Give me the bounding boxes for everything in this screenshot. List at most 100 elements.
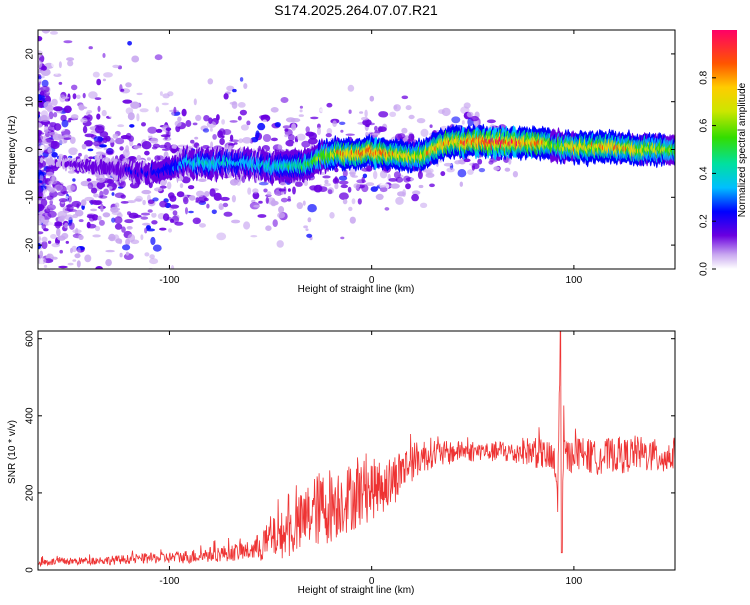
- spectrogram-noise-blob: [429, 124, 433, 128]
- spectrogram-noise-blob: [160, 134, 171, 138]
- spectrogram-noise-blob: [365, 182, 375, 187]
- spectrogram-noise-blob: [411, 193, 419, 202]
- spectrogram-noise-blob: [147, 209, 153, 213]
- snr-y-tick-label: 0: [25, 567, 36, 573]
- spectrogram-noise-blob: [303, 225, 308, 229]
- spectrogram-noise-blob: [169, 195, 177, 202]
- spectrogram-noise-blob: [267, 207, 277, 213]
- spectrogram-noise-blob: [51, 98, 58, 106]
- spectrogram-noise-blob: [284, 128, 289, 132]
- spectrogram-noise-blob: [277, 144, 283, 150]
- spectrogram-noise-blob: [43, 264, 48, 268]
- spectrogram-noise-blob: [229, 179, 239, 186]
- spectrogram-noise-blob: [393, 171, 401, 179]
- spectrogram-noise-blob: [45, 137, 54, 143]
- spectrogram-noise-blob: [213, 192, 222, 201]
- spectrogram-noise-blob: [218, 203, 224, 210]
- spectrogram-noise-blob: [155, 128, 163, 133]
- spectrogram-noise-blob: [137, 147, 142, 154]
- spectrogram-noise-blob: [102, 212, 111, 218]
- spectrogram-noise-blob: [149, 254, 155, 260]
- spectrogram-noise-blob: [40, 198, 48, 207]
- spectrogram-noise-blob: [38, 191, 44, 200]
- spectrogram-noise-blob: [306, 233, 313, 238]
- spectrogram-noise-blob: [76, 94, 81, 100]
- spectrogram-noise-blob: [50, 31, 58, 35]
- spectrogram-x-label: Height of straight line (km): [298, 284, 415, 295]
- spectrogram-noise-blob: [340, 236, 345, 240]
- snr-y-ticks: 0 200 400 600: [25, 330, 675, 573]
- spectrogram-noise-blob: [66, 57, 75, 61]
- spectrogram-noise-blob: [405, 135, 409, 138]
- spectrogram-noise-blob: [349, 216, 356, 224]
- spectrogram-noise-blob: [196, 190, 205, 197]
- spectrogram-noise-blob: [47, 210, 57, 218]
- spectrogram-noise-blob: [429, 183, 435, 188]
- spectrogram-noise-blob: [466, 111, 474, 118]
- spectrogram-noise-blob: [238, 138, 244, 144]
- spectrogram-noise-blob: [279, 182, 287, 186]
- spectrogram-noise-blob: [64, 98, 70, 102]
- spectrogram-noise-blob: [53, 223, 63, 227]
- spectrogram-noise-blob: [287, 188, 291, 192]
- spectrogram-noise-blob: [477, 158, 483, 165]
- spectrogram-noise-blob: [105, 135, 111, 142]
- spectrogram-noise-blob: [326, 128, 333, 135]
- spectrogram-noise-blob: [52, 134, 57, 141]
- spectrogram-noise-blob: [39, 250, 44, 259]
- spectrogram-noise-blob: [47, 125, 57, 131]
- spectrogram-noise-blob: [416, 118, 426, 124]
- spectrogram-noise-blob: [140, 212, 151, 216]
- spectrogram-noise-blob: [451, 116, 461, 124]
- spectrogram-noise-blob: [226, 85, 235, 92]
- spectrogram-noise-blob: [395, 196, 404, 205]
- spectrogram-noise-blob: [73, 269, 77, 277]
- spectrogram-noise-blob: [54, 184, 64, 192]
- spectrogram-noise-blob: [366, 165, 373, 172]
- spectrogram-noise-blob: [88, 156, 94, 160]
- spectrogram-noise-blob: [119, 146, 124, 151]
- snr-x-tick-label: -100: [159, 576, 179, 587]
- spectrogram-noise-blob: [146, 225, 151, 230]
- spectrogram-noise-blob: [135, 195, 143, 202]
- spectrogram-noise-blob: [38, 171, 47, 176]
- spectrogram-noise-blob: [461, 120, 465, 125]
- spectrogram-noise-blob: [210, 141, 214, 149]
- spectrogram-noise-blob: [61, 119, 69, 128]
- spectrogram-noise-blob: [179, 183, 184, 189]
- spectrogram-noise-blob: [275, 189, 281, 196]
- spectrogram-noise-blob: [65, 297, 74, 303]
- spectrogram-noise-blob: [443, 162, 453, 167]
- spectrogram-noise-blob: [87, 182, 94, 190]
- spectrogram-noise-blob: [194, 136, 199, 140]
- spectrogram-noise-blob: [371, 132, 380, 136]
- spectrogram-noise-blob: [122, 149, 130, 158]
- spectrogram-noise-blob: [67, 60, 74, 67]
- spectrogram-noise-blob: [91, 200, 102, 206]
- snr-x-tick-label: 100: [566, 576, 583, 587]
- spectrogram-noise-blob: [56, 228, 61, 237]
- spectrogram-noise-blob: [203, 197, 209, 202]
- spectrogram-noise-blob: [198, 178, 207, 182]
- spectrogram-noise-blob: [69, 78, 78, 86]
- spectrogram-noise-blob: [71, 84, 78, 91]
- spectrogram-noise-blob: [38, 93, 42, 101]
- spectrogram-noise-blob: [77, 247, 81, 254]
- spectrogram-noise-blob: [63, 195, 69, 199]
- spectrogram-noise-blob: [296, 202, 303, 210]
- colorbar-tick-label: 0.4: [699, 166, 710, 180]
- spectrogram-noise-blob: [388, 178, 398, 182]
- spectrogram-noise-blob: [204, 191, 210, 197]
- spectrogram-noise-blob: [74, 253, 81, 259]
- spectrogram-noise-blob: [78, 152, 82, 157]
- spectrogram-noise-blob: [34, 281, 43, 286]
- spectrogram-noise-blob: [299, 109, 303, 113]
- spectrogram-noise-blob: [39, 173, 44, 182]
- spectrogram-noise-blob: [272, 219, 278, 228]
- spectrogram-noise-blob: [432, 196, 441, 201]
- spectrogram-noise-blob: [129, 182, 140, 189]
- spectrogram-noise-blob: [467, 169, 474, 175]
- spectrogram-noise-blob: [397, 191, 406, 197]
- spectrogram-noise-blob: [72, 213, 79, 219]
- spectrogram-noise-blob: [50, 140, 60, 150]
